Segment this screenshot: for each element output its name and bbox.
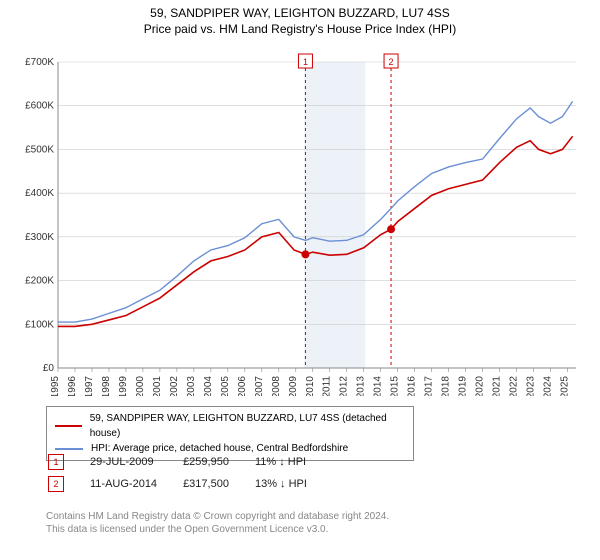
svg-text:£500K: £500K xyxy=(25,144,54,155)
svg-text:2019: 2019 xyxy=(458,376,469,396)
svg-text:2011: 2011 xyxy=(322,376,333,396)
svg-text:1996: 1996 xyxy=(67,376,78,396)
svg-text:1998: 1998 xyxy=(101,376,112,396)
svg-text:£400K: £400K xyxy=(25,188,54,199)
svg-text:2024: 2024 xyxy=(543,376,554,396)
transaction-delta: 11% ↓ HPI xyxy=(255,452,331,472)
legend-swatch-series-0 xyxy=(55,425,82,427)
svg-text:1: 1 xyxy=(303,57,308,67)
svg-text:2023: 2023 xyxy=(526,376,537,396)
transaction-marker-2: 2 xyxy=(48,476,64,492)
svg-text:2000: 2000 xyxy=(135,376,146,396)
svg-text:2005: 2005 xyxy=(220,376,231,396)
svg-text:2021: 2021 xyxy=(492,376,503,396)
chart-title: 59, SANDPIPER WAY, LEIGHTON BUZZARD, LU7… xyxy=(0,0,600,20)
footer-attribution: Contains HM Land Registry data © Crown c… xyxy=(46,510,389,536)
svg-text:2014: 2014 xyxy=(373,376,384,396)
svg-text:2012: 2012 xyxy=(339,376,350,396)
transaction-date: 29-JUL-2009 xyxy=(90,452,181,472)
svg-text:2001: 2001 xyxy=(152,376,163,396)
svg-text:2008: 2008 xyxy=(271,376,282,396)
transaction-marker-1: 1 xyxy=(48,454,64,470)
legend-label-0: 59, SANDPIPER WAY, LEIGHTON BUZZARD, LU7… xyxy=(90,411,405,441)
transaction-date: 11-AUG-2014 xyxy=(90,474,181,494)
transaction-delta: 13% ↓ HPI xyxy=(255,474,331,494)
svg-text:2002: 2002 xyxy=(169,376,180,396)
svg-text:2025: 2025 xyxy=(560,376,571,396)
svg-text:1997: 1997 xyxy=(84,376,95,396)
svg-text:£200K: £200K xyxy=(25,276,54,287)
svg-text:2003: 2003 xyxy=(186,376,197,396)
table-row: 2 11-AUG-2014 £317,500 13% ↓ HPI xyxy=(48,474,331,494)
svg-text:£0: £0 xyxy=(43,363,55,374)
svg-text:2013: 2013 xyxy=(356,376,367,396)
svg-text:£300K: £300K xyxy=(25,232,54,243)
svg-text:2015: 2015 xyxy=(390,376,401,396)
transactions-table: 1 29-JUL-2009 £259,950 11% ↓ HPI 2 11-AU… xyxy=(46,450,333,496)
svg-text:£700K: £700K xyxy=(25,57,54,68)
chart-subtitle: Price paid vs. HM Land Registry's House … xyxy=(0,20,600,36)
svg-text:2007: 2007 xyxy=(254,376,265,396)
transaction-price: £317,500 xyxy=(183,474,253,494)
svg-text:2009: 2009 xyxy=(288,376,299,396)
down-arrow-icon: ↓ xyxy=(280,478,286,490)
svg-text:2004: 2004 xyxy=(203,376,214,396)
svg-text:£600K: £600K xyxy=(25,101,54,112)
svg-text:1995: 1995 xyxy=(50,376,61,396)
table-row: 1 29-JUL-2009 £259,950 11% ↓ HPI xyxy=(48,452,331,472)
svg-text:2006: 2006 xyxy=(237,376,248,396)
svg-text:2018: 2018 xyxy=(441,376,452,396)
svg-text:£100K: £100K xyxy=(25,319,54,330)
down-arrow-icon: ↓ xyxy=(279,456,285,468)
chart-area: £0 £100K £200K £300K £400K £500K £600K £700K 199… xyxy=(14,46,584,396)
svg-text:2010: 2010 xyxy=(305,376,316,396)
svg-text:2020: 2020 xyxy=(475,376,486,396)
svg-text:2017: 2017 xyxy=(424,376,435,396)
transaction-price: £259,950 xyxy=(183,452,253,472)
svg-text:1999: 1999 xyxy=(118,376,129,396)
svg-text:2022: 2022 xyxy=(509,376,520,396)
svg-text:2016: 2016 xyxy=(407,376,418,396)
svg-text:2: 2 xyxy=(389,57,394,67)
